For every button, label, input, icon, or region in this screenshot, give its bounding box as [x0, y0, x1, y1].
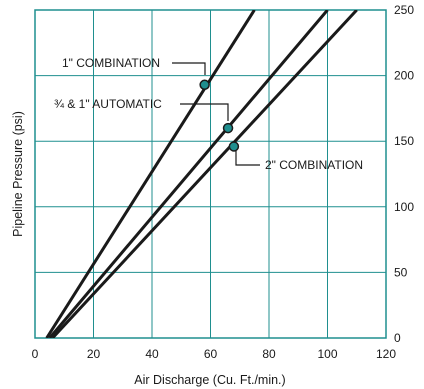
- series-line: [51, 10, 358, 338]
- y-tick-label: 150: [394, 134, 414, 148]
- series-marker: [228, 141, 240, 152]
- x-tick-label: 80: [262, 347, 276, 361]
- y-axis-label: Pipeline Pressure (psi): [11, 111, 25, 237]
- series-marker: [199, 79, 210, 91]
- x-tick-labels: 0 20 40 60 80 100 120: [32, 347, 397, 361]
- y-tick-label: 50: [394, 265, 408, 279]
- annotation-label: 1" COMBINATION: [62, 56, 160, 70]
- y-tick-label: 250: [394, 3, 414, 17]
- y-tick-labels: 0 50 100 150 200 250: [394, 3, 414, 345]
- x-tick-label: 60: [204, 347, 218, 361]
- annotation-leader: [172, 62, 206, 75]
- plot-frame: [34, 9, 387, 339]
- series-line: [45, 10, 256, 338]
- x-tick-label: 40: [145, 347, 159, 361]
- annotation-leader: [180, 103, 229, 121]
- series-markers: [199, 79, 240, 152]
- x-axis-label: Air Discharge (Cu. Ft./min.): [134, 373, 285, 387]
- series-marker: [222, 122, 234, 134]
- series-lines: [45, 10, 358, 338]
- y-tick-label: 100: [394, 200, 414, 214]
- x-tick-label: 120: [376, 347, 396, 361]
- annotation-label: 2" COMBINATION: [265, 158, 363, 172]
- annotation-label: ¾ & 1" AUTOMATIC: [54, 97, 162, 111]
- series-line: [48, 10, 329, 338]
- x-tick-label: 100: [317, 347, 337, 361]
- annotations: 1" COMBINATION ¾ & 1" AUTOMATIC 2" COMBINA…: [54, 56, 363, 172]
- y-tick-label: 200: [394, 69, 414, 83]
- annotation-leader: [235, 150, 260, 166]
- y-tick-label: 0: [394, 331, 401, 345]
- x-tick-label: 0: [32, 347, 39, 361]
- x-tick-label: 20: [87, 347, 101, 361]
